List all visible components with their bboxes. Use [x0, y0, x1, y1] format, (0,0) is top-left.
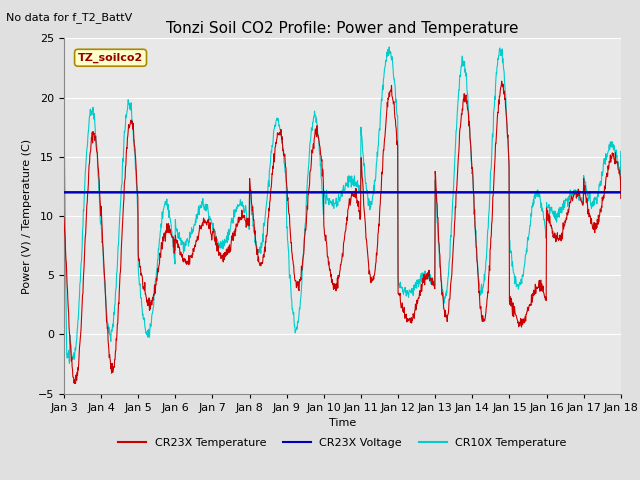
Legend: CR23X Temperature, CR23X Voltage, CR10X Temperature: CR23X Temperature, CR23X Voltage, CR10X …: [113, 433, 572, 452]
Text: TZ_soilco2: TZ_soilco2: [78, 53, 143, 63]
Y-axis label: Power (V) / Temperature (C): Power (V) / Temperature (C): [22, 138, 33, 294]
Title: Tonzi Soil CO2 Profile: Power and Temperature: Tonzi Soil CO2 Profile: Power and Temper…: [166, 21, 518, 36]
X-axis label: Time: Time: [329, 418, 356, 428]
Text: No data for f_T2_BattV: No data for f_T2_BattV: [6, 12, 132, 23]
